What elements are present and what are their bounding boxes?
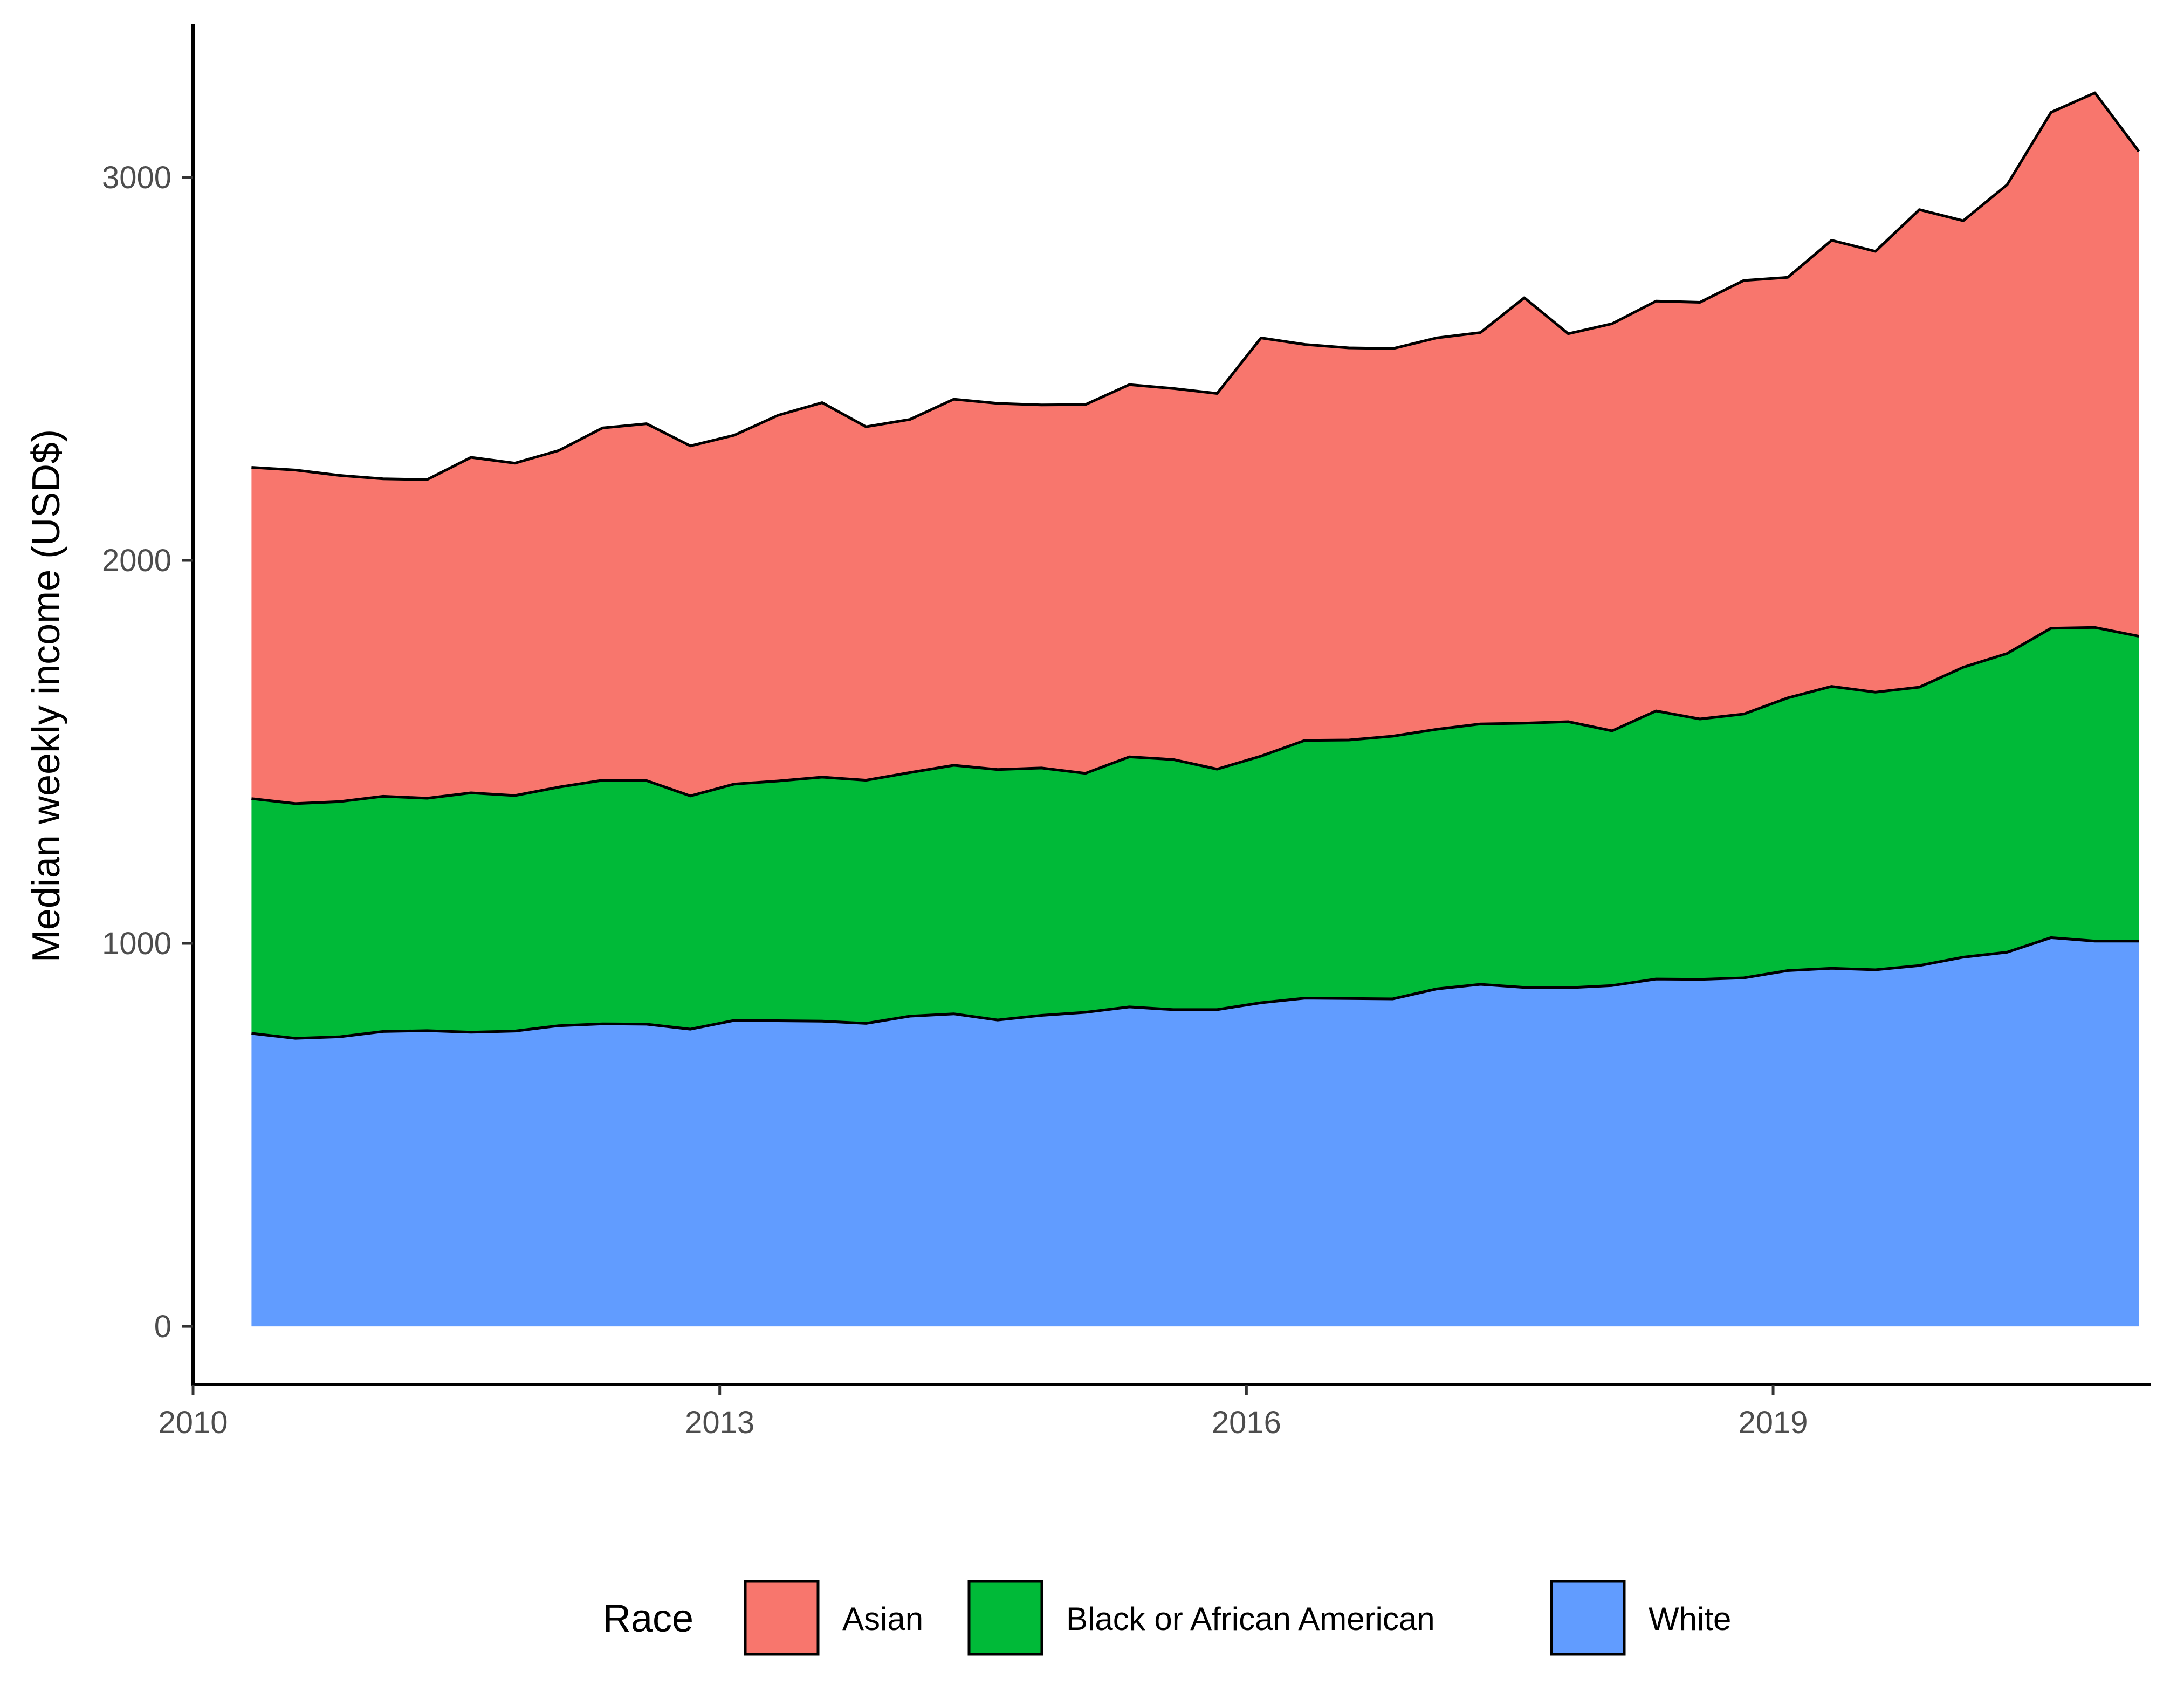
y-axis-title: Median weekly income (USD$) bbox=[25, 429, 68, 962]
x-tick-label: 2013 bbox=[685, 1405, 754, 1440]
y-tick-label: 3000 bbox=[102, 160, 171, 195]
area-white bbox=[251, 937, 2139, 1327]
x-tick-label: 2016 bbox=[1212, 1405, 1281, 1440]
area-black-or-african-american bbox=[251, 627, 2139, 1039]
legend: Race Asian Black or African American White bbox=[603, 1580, 1731, 1656]
axes bbox=[191, 24, 2151, 1386]
legend-swatch-asian bbox=[744, 1580, 820, 1656]
legend-label-asian: Asian bbox=[842, 1601, 923, 1637]
legend-label-black-or-african-american: Black or African American bbox=[1066, 1601, 1435, 1637]
y-ticks: 0 1000 2000 3000 bbox=[102, 160, 193, 1344]
legend-title: Race bbox=[603, 1597, 693, 1640]
legend-swatch-white bbox=[1550, 1580, 1626, 1656]
legend-items: Asian Black or African American White bbox=[744, 1580, 1731, 1656]
y-tick-label: 1000 bbox=[102, 926, 171, 961]
legend-swatch-black-or-african-american bbox=[967, 1580, 1043, 1656]
y-tick-label: 2000 bbox=[102, 543, 171, 578]
x-tick-label: 2010 bbox=[158, 1405, 228, 1440]
area-asian bbox=[251, 93, 2139, 804]
legend-label-white: White bbox=[1649, 1601, 1731, 1637]
outline-black-or-african-american bbox=[251, 626, 2139, 805]
y-tick-label: 0 bbox=[154, 1309, 171, 1344]
outline-white bbox=[251, 936, 2139, 1040]
outline-asian bbox=[251, 91, 2140, 481]
x-ticks: 2010 2013 2016 2019 bbox=[158, 1385, 1808, 1440]
x-tick-label: 2019 bbox=[1739, 1405, 1808, 1440]
plot-areas bbox=[251, 91, 2140, 1327]
